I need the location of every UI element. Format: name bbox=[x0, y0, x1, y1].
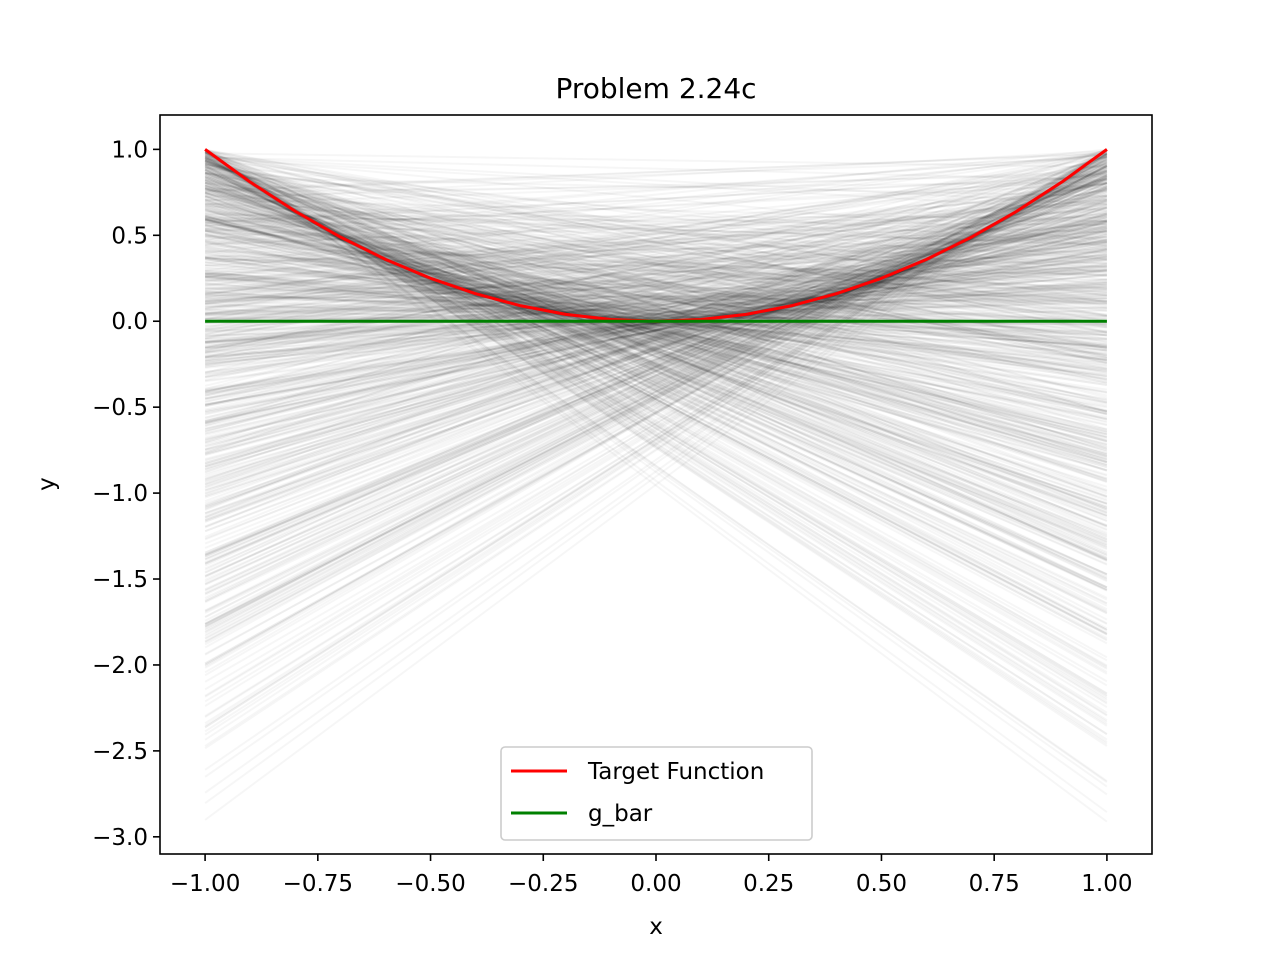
x-tick-label: 1.00 bbox=[1081, 871, 1132, 897]
y-axis-label: y bbox=[34, 477, 60, 491]
y-axis: 1.0 0.5 0.0 −0.5 −1.0 −1.5 −2.0 −2.5 −3.0 bbox=[92, 137, 160, 851]
y-tick-label: −3.0 bbox=[92, 825, 148, 851]
x-tick-label: 0.50 bbox=[856, 871, 907, 897]
legend-label-target-function: Target Function bbox=[587, 759, 764, 785]
y-tick-label: 0.0 bbox=[111, 309, 148, 335]
x-tick-label: −1.00 bbox=[170, 871, 240, 897]
legend: Target Function g_bar bbox=[500, 746, 813, 841]
y-tick-label: 0.5 bbox=[111, 223, 148, 249]
y-tick-label: −2.0 bbox=[92, 653, 148, 679]
x-axis-label: x bbox=[649, 914, 663, 940]
y-tick-label: −2.5 bbox=[92, 739, 148, 765]
x-tick-label: −0.50 bbox=[395, 871, 465, 897]
y-tick-label: −1.5 bbox=[92, 567, 148, 593]
x-tick-label: −0.75 bbox=[283, 871, 353, 897]
legend-box bbox=[500, 746, 813, 841]
x-tick-label: 0.25 bbox=[743, 871, 794, 897]
x-tick-label: −0.25 bbox=[508, 871, 578, 897]
y-tick-label: −0.5 bbox=[92, 395, 148, 421]
x-axis: −1.00 −0.75 −0.50 −0.25 0.00 0.25 0.50 0.75 1.00 bbox=[170, 854, 1133, 897]
chart-title: Problem 2.24c bbox=[555, 72, 756, 105]
x-tick-label: 0.75 bbox=[969, 871, 1020, 897]
y-tick-label: 1.0 bbox=[111, 137, 148, 163]
series-layer bbox=[204, 148, 1108, 323]
legend-label-g-bar: g_bar bbox=[588, 801, 653, 827]
x-tick-label: 0.00 bbox=[630, 871, 681, 897]
y-tick-label: −1.0 bbox=[92, 481, 148, 507]
